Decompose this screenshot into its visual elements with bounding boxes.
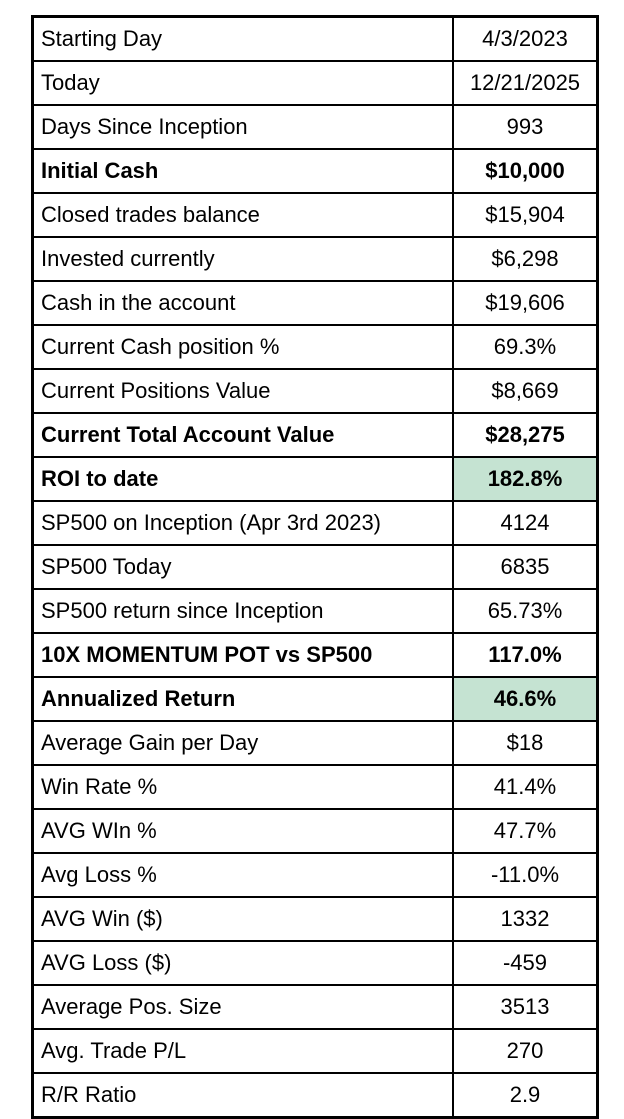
row-value: 65.73% (452, 588, 599, 634)
table-row: Starting Day 4/3/2023 (31, 15, 599, 62)
table-row: SP500 on Inception (Apr 3rd 2023) 4124 (31, 500, 599, 546)
row-label: Closed trades balance (31, 192, 454, 238)
row-value: -459 (452, 940, 599, 986)
row-value: -11.0% (452, 852, 599, 898)
row-label: SP500 Today (31, 544, 454, 590)
row-label: Annualized Return (31, 676, 454, 722)
row-value: 270 (452, 1028, 599, 1074)
row-label: Average Pos. Size (31, 984, 454, 1030)
row-value: $28,275 (452, 412, 599, 458)
row-label: Current Total Account Value (31, 412, 454, 458)
row-label: Initial Cash (31, 148, 454, 194)
stats-table-container: Starting Day 4/3/2023 Today 12/21/2025 Days … (31, 15, 599, 1119)
row-label: Avg. Trade P/L (31, 1028, 454, 1074)
table-row: Avg Loss % -11.0% (31, 852, 599, 898)
row-value: $6,298 (452, 236, 599, 282)
row-label: AVG Loss ($) (31, 940, 454, 986)
table-row: Current Positions Value $8,669 (31, 368, 599, 414)
row-value: 117.0% (452, 632, 599, 678)
row-value: $19,606 (452, 280, 599, 326)
row-value: 1332 (452, 896, 599, 942)
row-label: Win Rate % (31, 764, 454, 810)
row-value: 47.7% (452, 808, 599, 854)
stats-table: Starting Day 4/3/2023 Today 12/21/2025 Days … (31, 15, 599, 1119)
table-row: Closed trades balance $15,904 (31, 192, 599, 238)
row-value: 4/3/2023 (452, 15, 599, 62)
row-label: SP500 on Inception (Apr 3rd 2023) (31, 500, 454, 546)
table-row: Initial Cash $10,000 (31, 148, 599, 194)
row-value: $8,669 (452, 368, 599, 414)
row-value: 2.9 (452, 1072, 599, 1119)
table-row: AVG WIn % 47.7% (31, 808, 599, 854)
table-row: Days Since Inception 993 (31, 104, 599, 150)
row-label: Starting Day (31, 15, 454, 62)
row-value: $10,000 (452, 148, 599, 194)
row-label: Invested currently (31, 236, 454, 282)
row-label: Today (31, 60, 454, 106)
table-row: Win Rate % 41.4% (31, 764, 599, 810)
row-label: Avg Loss % (31, 852, 454, 898)
row-label: Current Positions Value (31, 368, 454, 414)
table-row: Average Gain per Day $18 (31, 720, 599, 766)
row-value: 41.4% (452, 764, 599, 810)
row-label: Days Since Inception (31, 104, 454, 150)
row-value-highlighted: 46.6% (452, 676, 599, 722)
row-label: AVG WIn % (31, 808, 454, 854)
table-row: Today 12/21/2025 (31, 60, 599, 106)
table-row: 10X MOMENTUM POT vs SP500 117.0% (31, 632, 599, 678)
row-value: 3513 (452, 984, 599, 1030)
table-row: Annualized Return 46.6% (31, 676, 599, 722)
row-value: 993 (452, 104, 599, 150)
table-row: SP500 return since Inception 65.73% (31, 588, 599, 634)
table-row: R/R Ratio 2.9 (31, 1072, 599, 1119)
table-row: AVG Win ($) 1332 (31, 896, 599, 942)
table-row: Average Pos. Size 3513 (31, 984, 599, 1030)
table-row: Avg. Trade P/L 270 (31, 1028, 599, 1074)
row-label: R/R Ratio (31, 1072, 454, 1119)
row-value: 6835 (452, 544, 599, 590)
row-label: AVG Win ($) (31, 896, 454, 942)
table-row: Current Total Account Value $28,275 (31, 412, 599, 458)
row-label: Cash in the account (31, 280, 454, 326)
row-label: ROI to date (31, 456, 454, 502)
table-row: AVG Loss ($) -459 (31, 940, 599, 986)
row-label: Current Cash position % (31, 324, 454, 370)
table-row: Invested currently $6,298 (31, 236, 599, 282)
row-value: $15,904 (452, 192, 599, 238)
row-value: 69.3% (452, 324, 599, 370)
row-label: SP500 return since Inception (31, 588, 454, 634)
row-value-highlighted: 182.8% (452, 456, 599, 502)
table-row: Cash in the account $19,606 (31, 280, 599, 326)
row-value: $18 (452, 720, 599, 766)
row-value: 4124 (452, 500, 599, 546)
row-label: 10X MOMENTUM POT vs SP500 (31, 632, 454, 678)
row-label: Average Gain per Day (31, 720, 454, 766)
stats-table-body: Starting Day 4/3/2023 Today 12/21/2025 Days … (31, 15, 599, 1119)
table-row: ROI to date 182.8% (31, 456, 599, 502)
row-value: 12/21/2025 (452, 60, 599, 106)
table-row: SP500 Today 6835 (31, 544, 599, 590)
table-row: Current Cash position % 69.3% (31, 324, 599, 370)
